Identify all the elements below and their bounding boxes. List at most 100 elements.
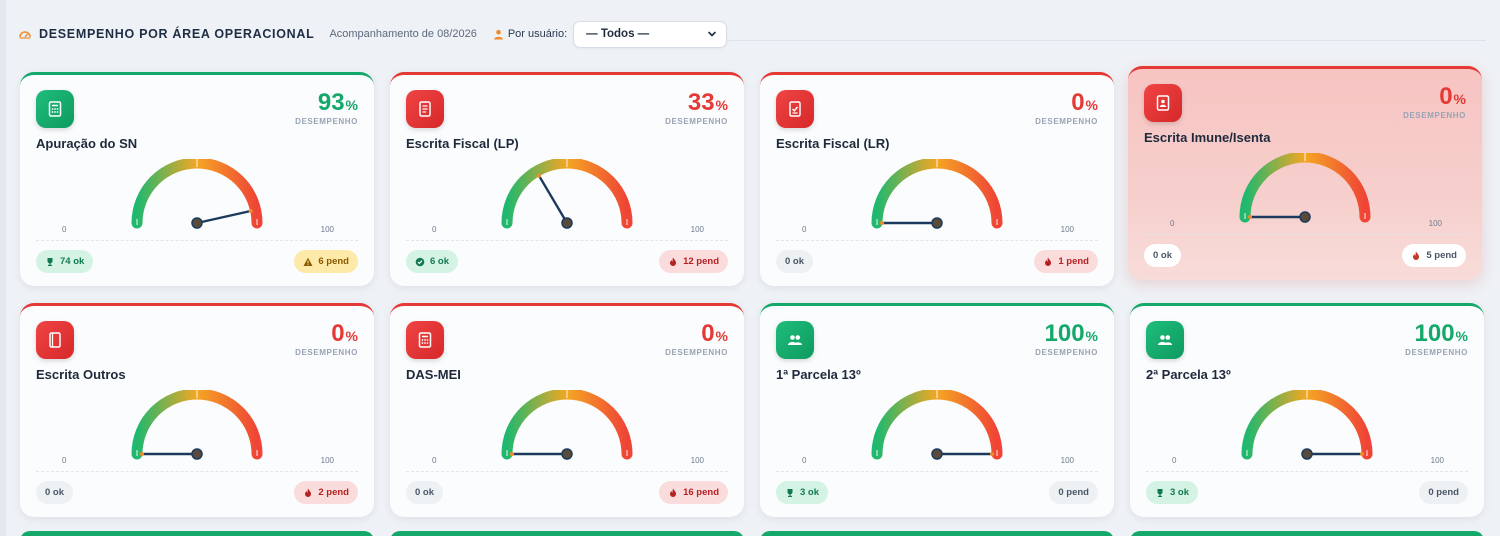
- area-title: DAS-MEI: [406, 367, 461, 382]
- gauge-min-label: 0: [802, 456, 807, 465]
- card-divider: [1146, 471, 1468, 472]
- address-book-icon: [1144, 84, 1182, 122]
- pending-count-badge[interactable]: 1 pend: [1034, 250, 1098, 273]
- ok-count-badge[interactable]: 3 ok: [1146, 481, 1199, 504]
- pending-count-badge[interactable]: 6 pend: [294, 250, 358, 273]
- ok-count-badge[interactable]: 6 ok: [406, 250, 459, 273]
- gauge-hub: [561, 448, 573, 460]
- pending-count-badge[interactable]: 12 pend: [659, 250, 728, 273]
- card-divider: [36, 240, 358, 241]
- gauge-arc: [501, 388, 633, 460]
- gauge-max-label: 100: [1430, 456, 1444, 465]
- performance-value: 93%: [317, 89, 358, 116]
- pending-count-badge[interactable]: 0 pend: [1049, 481, 1098, 504]
- area-card[interactable]: 100% DESEMPENHO 1ª Parcela 13º 0 100 3 ok 0 pe…: [760, 303, 1114, 517]
- gauge-hub: [191, 448, 203, 460]
- area-card[interactable]: 0% DESEMPENHO Escrita Imune/Isenta 0 100 0 ok…: [1128, 66, 1482, 280]
- performance-gauge: [1235, 151, 1375, 233]
- pending-count-badge[interactable]: 16 pend: [659, 481, 728, 504]
- performance-gauge: [1237, 388, 1377, 470]
- area-card[interactable]: 100% DESEMPENHO 2ª Parcela 13º 0 100 3 ok 0 pe…: [1130, 303, 1484, 517]
- performance-label: DESEMPENHO: [665, 348, 728, 357]
- performance-label: DESEMPENHO: [1035, 117, 1098, 126]
- performance-value: 0%: [1071, 89, 1098, 116]
- pending-count-badge[interactable]: 2 pend: [294, 481, 358, 504]
- area-title: 2ª Parcela 13º: [1146, 367, 1231, 382]
- performance-label: DESEMPENHO: [295, 117, 358, 126]
- gauge-min-label: 0: [62, 225, 67, 234]
- ok-count-badge[interactable]: 3 ok: [776, 481, 829, 504]
- pending-count-badge[interactable]: 0 pend: [1419, 481, 1468, 504]
- area-card[interactable]: 0% DESEMPENHO Escrita Outros 0 100 0 ok 2 pend: [20, 303, 374, 517]
- user-filter-text: Por usuário:: [507, 28, 568, 40]
- ok-count-badge[interactable]: 0 ok: [776, 250, 814, 273]
- next-row-card-edge: [20, 531, 374, 536]
- next-row-card-edge: [390, 531, 744, 536]
- gauge-hub: [931, 217, 943, 229]
- performance-gauge: [867, 388, 1007, 470]
- gauge-max-label: 100: [690, 225, 704, 234]
- ok-count-badge[interactable]: 0 ok: [406, 481, 444, 504]
- performance-value: 100%: [1414, 320, 1469, 347]
- ok-count-badge[interactable]: 0 ok: [1144, 244, 1182, 267]
- user-icon: [493, 29, 504, 40]
- performance-gauge: [127, 388, 267, 470]
- fire-icon: [303, 488, 313, 498]
- performance-label: DESEMPENHO: [295, 348, 358, 357]
- performance-label: DESEMPENHO: [665, 117, 728, 126]
- performance-gauge: [497, 388, 637, 470]
- gauge-needle: [537, 174, 569, 225]
- performance-value: 0%: [331, 320, 358, 347]
- area-title: Escrita Fiscal (LR): [776, 136, 890, 151]
- user-select-value: — Todos —: [586, 28, 650, 40]
- page-title: DESEMPENHO POR ÁREA OPERACIONAL: [39, 27, 315, 41]
- card-divider: [406, 471, 728, 472]
- pending-count-badge[interactable]: 5 pend: [1402, 244, 1466, 267]
- trophy-icon: [785, 488, 795, 498]
- ok-count-badge[interactable]: 74 ok: [36, 250, 94, 273]
- fire-icon: [668, 488, 678, 498]
- gauge-min-label: 0: [432, 225, 437, 234]
- header-divider: [726, 40, 1486, 41]
- area-card[interactable]: 0% DESEMPENHO DAS-MEI 0 100 0 ok 16 pend: [390, 303, 744, 517]
- user-filter-label: Por usuário:: [493, 28, 567, 40]
- section-header: DESEMPENHO POR ÁREA OPERACIONAL Acompanh…: [18, 20, 1488, 48]
- area-card[interactable]: 33% DESEMPENHO Escrita Fiscal (LP) 0 100 6 ok…: [390, 72, 744, 286]
- gauge-max-label: 100: [1428, 219, 1442, 228]
- performance-label: DESEMPENHO: [1403, 111, 1466, 120]
- calculator-icon: [406, 321, 444, 359]
- gauge-needle: [195, 209, 252, 225]
- performance-gauge: [127, 157, 267, 239]
- trophy-icon: [45, 257, 55, 267]
- calculator-icon: [36, 90, 74, 128]
- gauge-min-label: 0: [62, 456, 67, 465]
- performance-value: 100%: [1044, 320, 1099, 347]
- gauge-min-label: 0: [1170, 219, 1175, 228]
- gauge-hub: [1299, 211, 1311, 223]
- book-icon: [36, 321, 74, 359]
- notebook-icon: [406, 90, 444, 128]
- gauge-max-label: 100: [1060, 225, 1074, 234]
- gauge-min-label: 0: [432, 456, 437, 465]
- gauge-min-label: 0: [1172, 456, 1177, 465]
- area-card[interactable]: 93% DESEMPENHO Apuração do SN 0 100 74 ok 6 pe…: [20, 72, 374, 286]
- card-divider: [36, 471, 358, 472]
- gauge-arc: [1241, 388, 1373, 460]
- users-icon: [1146, 321, 1184, 359]
- gauge-min-label: 0: [802, 225, 807, 234]
- gauge-hub: [561, 217, 573, 229]
- ok-count-badge[interactable]: 0 ok: [36, 481, 74, 504]
- trophy-icon: [1155, 488, 1165, 498]
- card-divider: [776, 471, 1098, 472]
- user-select[interactable]: — Todos —: [573, 20, 728, 48]
- gauge-hub: [931, 448, 943, 460]
- gauge-arc: [501, 157, 633, 229]
- gauge-hub: [1301, 448, 1313, 460]
- gauge-hub: [191, 217, 203, 229]
- fire-icon: [668, 257, 678, 267]
- gauge-arc: [871, 157, 1003, 229]
- area-card[interactable]: 0% DESEMPENHO Escrita Fiscal (LR) 0 100 0 ok 1…: [760, 72, 1114, 286]
- chevron-down-icon: [707, 29, 717, 39]
- card-divider: [1144, 234, 1466, 235]
- gauge-max-label: 100: [1060, 456, 1074, 465]
